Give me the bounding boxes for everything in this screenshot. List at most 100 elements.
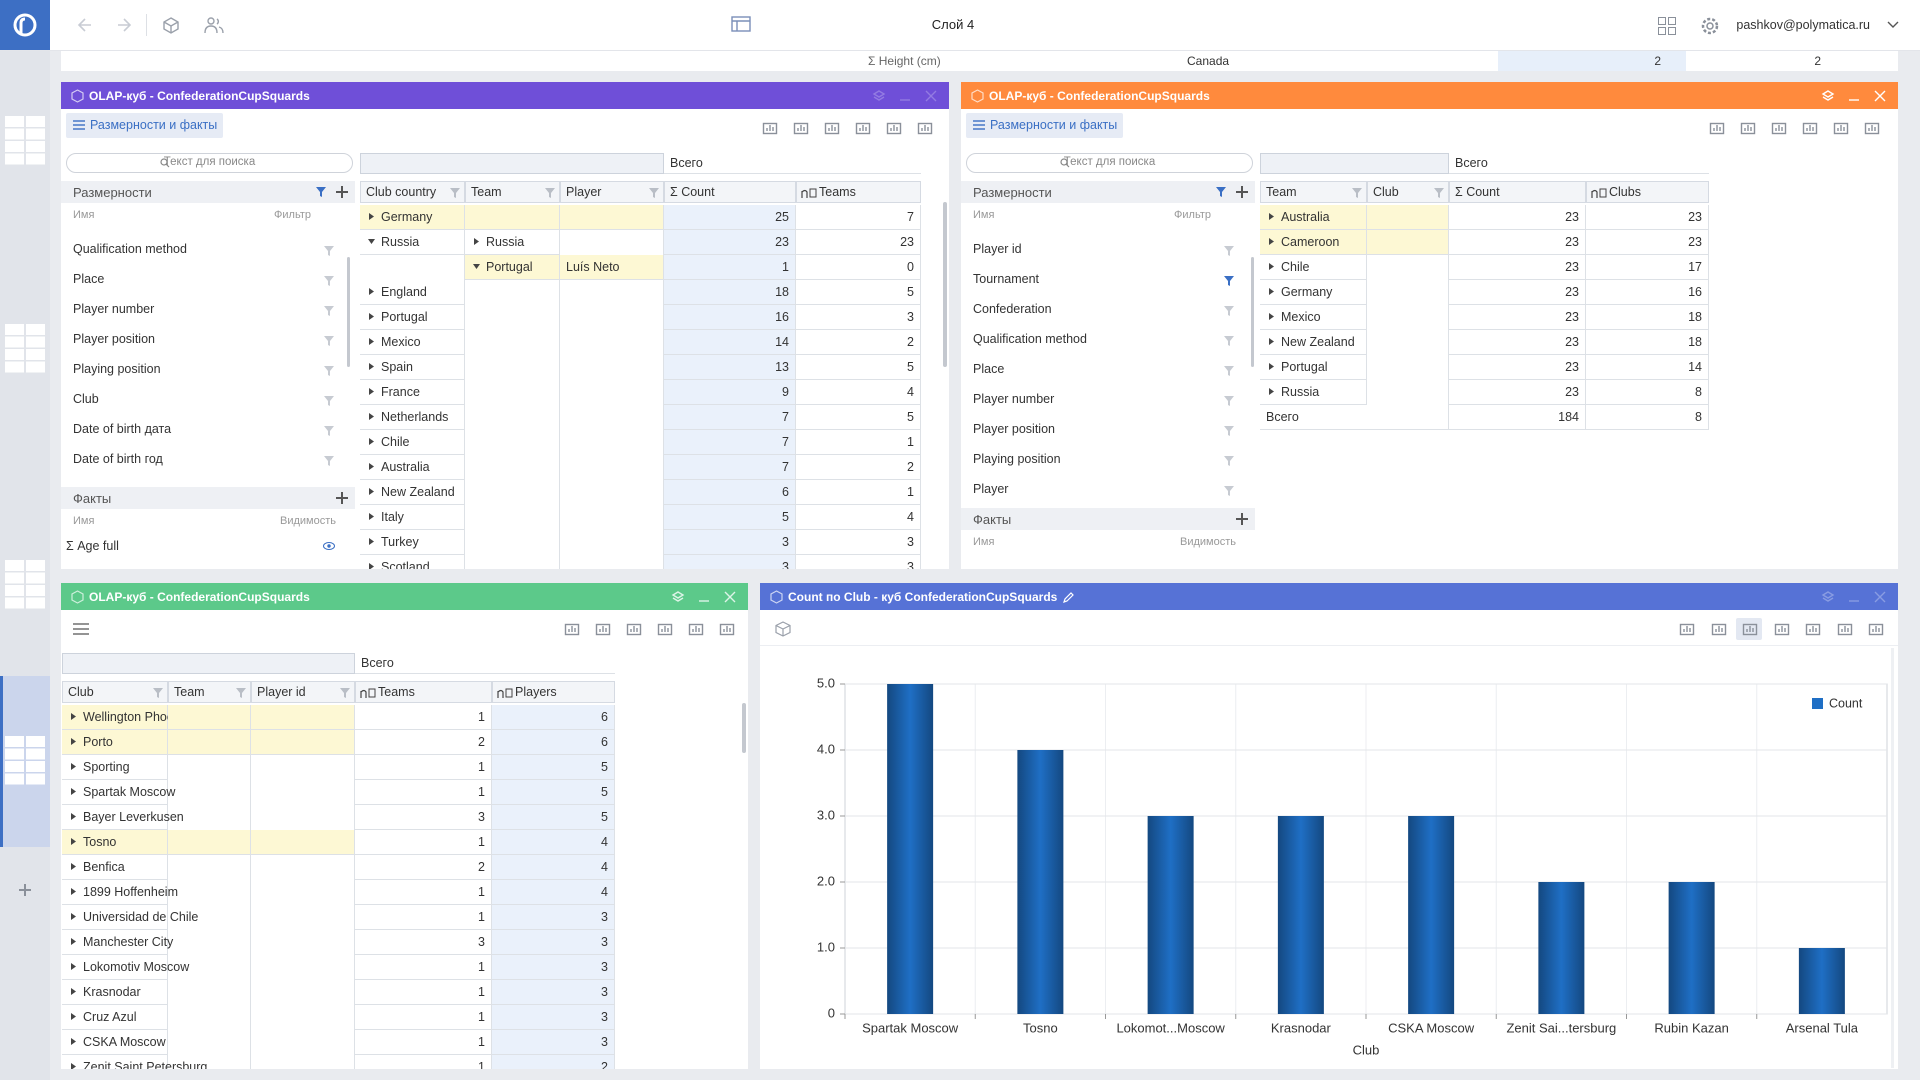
column-header[interactable]: Clubs (1586, 181, 1709, 203)
column-header[interactable]: Team (168, 681, 251, 703)
filter-icon[interactable] (324, 456, 334, 466)
toolbar-icon[interactable] (1802, 120, 1818, 136)
search-placeholder[interactable]: Текст для поиска (163, 156, 256, 168)
filter-icon[interactable] (1224, 456, 1234, 466)
toolbar-icon[interactable] (886, 120, 902, 136)
window-control[interactable] (925, 90, 937, 102)
expand-toggle[interactable] (70, 813, 77, 820)
dimension-item[interactable]: Player (973, 482, 1009, 496)
layer-thumbnail[interactable] (5, 116, 45, 165)
filter-icon[interactable] (324, 246, 334, 256)
layer-thumbnail[interactable] (5, 560, 45, 609)
window-control[interactable] (671, 591, 685, 603)
window-control[interactable] (1874, 90, 1886, 102)
edit-title-icon[interactable] (1063, 591, 1075, 603)
toolbar-icon[interactable] (626, 621, 642, 637)
dimensions-tab-button[interactable]: Размерности и факты (66, 113, 223, 138)
filter-icon[interactable] (236, 688, 246, 698)
dimension-item[interactable]: Club (73, 392, 99, 406)
filter-icon[interactable] (324, 276, 334, 286)
dimension-item[interactable]: Playing position (73, 362, 161, 376)
nav-arrow[interactable] (75, 17, 91, 33)
user-name[interactable]: pashkov@polymatica.ru (1736, 18, 1870, 32)
dimension-item[interactable]: Player number (973, 392, 1055, 406)
window-control[interactable] (1821, 591, 1835, 603)
header-icon[interactable] (162, 16, 182, 34)
filter-icon[interactable] (1224, 396, 1234, 406)
dimension-item[interactable]: Date of birth дата (73, 422, 172, 436)
filter-icon[interactable] (450, 188, 460, 198)
toolbar-icon[interactable] (1864, 120, 1880, 136)
toolbar-icon[interactable] (762, 120, 778, 136)
filter-icon[interactable] (1224, 366, 1234, 376)
expand-toggle[interactable] (368, 563, 375, 569)
toolbar-icon[interactable] (824, 120, 840, 136)
window-control[interactable] (698, 591, 710, 603)
expand-toggle[interactable] (70, 1038, 77, 1045)
toolbar-icon[interactable] (1833, 120, 1849, 136)
window-control[interactable] (899, 90, 911, 102)
dimension-item[interactable]: Player position (973, 422, 1055, 436)
column-header[interactable]: Player (560, 181, 664, 203)
expand-toggle[interactable] (368, 513, 375, 520)
toolbar-icon[interactable] (595, 621, 611, 637)
expand-toggle[interactable] (70, 788, 77, 795)
expand-toggle[interactable] (368, 413, 375, 420)
filter-icon[interactable] (1224, 276, 1234, 286)
filter-icon[interactable] (1224, 336, 1234, 346)
expand-toggle[interactable] (368, 388, 375, 395)
expand-toggle[interactable] (473, 263, 480, 270)
column-header[interactable]: Club (1367, 181, 1449, 203)
expand-toggle[interactable] (368, 338, 375, 345)
filter-icon[interactable] (1434, 188, 1444, 198)
filter-icon[interactable] (1224, 426, 1234, 436)
expand-toggle[interactable] (368, 538, 375, 545)
column-header[interactable]: Player id (251, 681, 355, 703)
add-icon[interactable] (336, 492, 348, 504)
fact-item[interactable]: Σ Age full (66, 539, 119, 553)
dimension-item[interactable]: Qualification method (73, 242, 187, 256)
toolbar-icon[interactable] (1771, 120, 1787, 136)
filter-icon[interactable] (324, 336, 334, 346)
expand-toggle[interactable] (70, 738, 77, 745)
apps-icon[interactable] (1658, 17, 1676, 35)
menu-button[interactable] (73, 623, 89, 635)
filter-icon[interactable] (1216, 187, 1226, 197)
filter-icon[interactable] (316, 187, 326, 197)
expand-toggle[interactable] (368, 313, 375, 320)
filter-icon[interactable] (545, 188, 555, 198)
column-header[interactable]: Σ Count (664, 181, 796, 203)
add-icon[interactable] (336, 186, 348, 198)
expand-toggle[interactable] (70, 713, 77, 720)
user-menu-chevron[interactable] (1887, 21, 1899, 29)
filter-icon[interactable] (324, 306, 334, 316)
expand-toggle[interactable] (368, 463, 375, 470)
filter-icon[interactable] (1224, 486, 1234, 496)
toolbar-icon[interactable] (1868, 621, 1884, 637)
toolbar-icon[interactable] (719, 621, 735, 637)
column-header[interactable]: Club country (360, 181, 465, 203)
dimension-item[interactable]: Playing position (973, 452, 1061, 466)
dimension-item[interactable]: Date of birth год (73, 452, 163, 466)
toolbar-icon[interactable] (657, 621, 673, 637)
visibility-icon[interactable] (323, 542, 335, 550)
nav-arrow[interactable] (118, 17, 134, 33)
filter-icon[interactable] (1224, 246, 1234, 256)
dimensions-tab-button[interactable]: Размерности и факты (966, 113, 1123, 138)
expand-toggle[interactable] (1268, 263, 1275, 270)
expand-toggle[interactable] (368, 288, 375, 295)
toolbar-icon[interactable] (564, 621, 580, 637)
expand-toggle[interactable] (70, 838, 77, 845)
toolbar-icon[interactable] (855, 120, 871, 136)
expand-toggle[interactable] (70, 1013, 77, 1020)
expand-toggle[interactable] (70, 963, 77, 970)
window-control[interactable] (872, 90, 886, 102)
dimension-item[interactable]: Player id (973, 242, 1022, 256)
expand-toggle[interactable] (1268, 388, 1275, 395)
filter-icon[interactable] (324, 426, 334, 436)
column-header[interactable]: Club (62, 681, 168, 703)
dimension-item[interactable]: Player number (73, 302, 155, 316)
toolbar-icon[interactable] (1679, 621, 1695, 637)
header-icon[interactable] (204, 16, 224, 34)
layer-thumbnail[interactable] (5, 736, 45, 788)
